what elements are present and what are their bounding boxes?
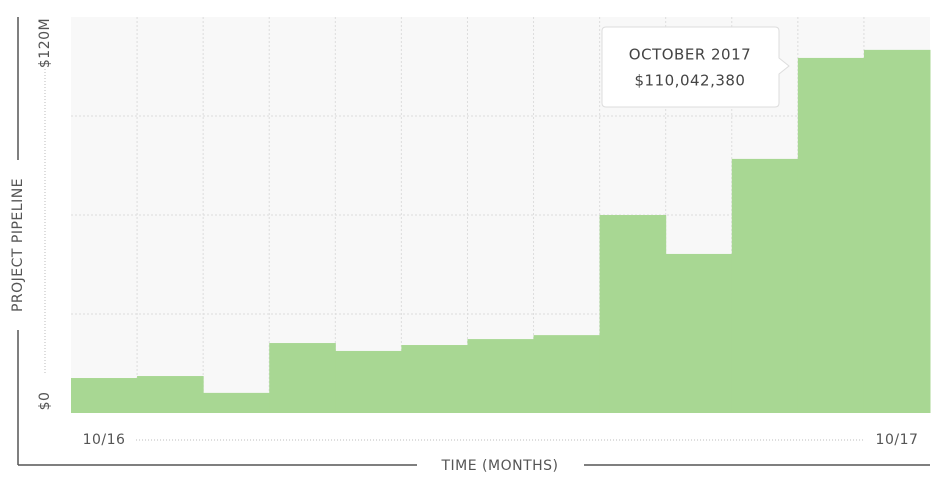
bar: [533, 335, 601, 413]
bar: [599, 215, 667, 413]
label-gap: [417, 455, 584, 475]
bar: [665, 253, 733, 413]
bars: [71, 49, 931, 414]
bar: [401, 345, 468, 413]
bar: [863, 49, 931, 414]
y-tick-label: $0: [37, 392, 53, 411]
tooltip: OCTOBER 2017 $110,042,380: [601, 26, 790, 108]
x-axis-label: TIME (MONTHS): [440, 458, 558, 474]
label-gap: [8, 160, 28, 330]
bar: [335, 350, 402, 413]
y-tick-label: $120M: [37, 18, 53, 68]
tooltip-box: [601, 26, 790, 108]
bar: [467, 339, 535, 413]
bar: [797, 57, 865, 414]
bar: [203, 392, 270, 413]
bar: [137, 376, 204, 413]
bar: [269, 343, 336, 413]
tooltip-value: $110,042,380: [635, 72, 746, 90]
y-axis-label: PROJECT PIPELINE: [10, 178, 26, 312]
tooltip-title: OCTOBER 2017: [629, 46, 751, 64]
x-tick-label: 10/17: [876, 432, 919, 448]
x-tick-label: 10/16: [83, 432, 126, 448]
bar: [71, 378, 138, 413]
bar: [731, 158, 799, 413]
